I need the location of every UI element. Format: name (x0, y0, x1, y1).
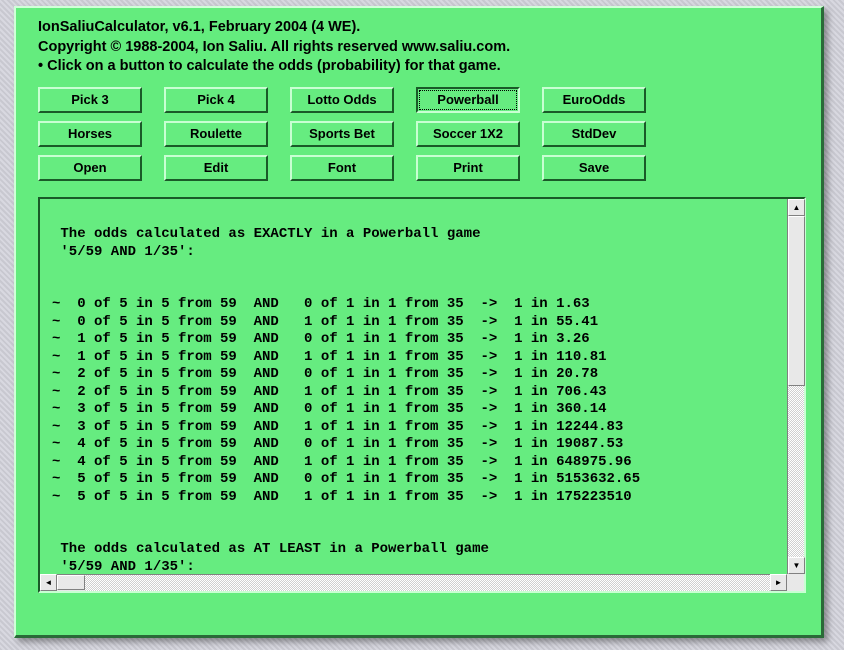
scroll-left-button[interactable]: ◄ (40, 574, 57, 591)
hscroll-thumb[interactable] (57, 575, 85, 590)
app-window: IonSaliuCalculator, v6.1, February 2004 … (14, 6, 824, 638)
lotto-odds-button[interactable]: Lotto Odds (290, 87, 394, 113)
scroll-corner (787, 574, 804, 591)
header-block: IonSaliuCalculator, v6.1, February 2004 … (38, 18, 803, 77)
button-row: Open Edit Font Print Save (38, 155, 803, 181)
header-line-3: • Click on a button to calculate the odd… (38, 57, 803, 77)
button-row: Pick 3 Pick 4 Lotto Odds Powerball EuroOdds (38, 87, 803, 113)
save-button[interactable]: Save (542, 155, 646, 181)
header-line-1: IonSaliuCalculator, v6.1, February 2004 … (38, 18, 803, 38)
button-grid: Pick 3 Pick 4 Lotto Odds Powerball EuroOdds H… (38, 87, 803, 181)
scroll-up-button[interactable]: ▲ (788, 199, 805, 216)
output-panel: The odds calculated as EXACTLY in a Powe… (38, 197, 806, 593)
euroodds-button[interactable]: EuroOdds (542, 87, 646, 113)
stddev-button[interactable]: StdDev (542, 121, 646, 147)
vscroll-thumb[interactable] (788, 216, 805, 386)
output-text: The odds calculated as EXACTLY in a Powe… (40, 199, 787, 574)
powerball-button[interactable]: Powerball (416, 87, 520, 113)
edit-button[interactable]: Edit (164, 155, 268, 181)
soccer-1x2-button[interactable]: Soccer 1X2 (416, 121, 520, 147)
horizontal-scrollbar[interactable]: ◄ ► (40, 574, 787, 591)
hscroll-track[interactable] (85, 575, 770, 591)
print-button[interactable]: Print (416, 155, 520, 181)
vertical-scrollbar[interactable]: ▲ ▼ (787, 199, 804, 574)
pick4-button[interactable]: Pick 4 (164, 87, 268, 113)
scroll-down-button[interactable]: ▼ (788, 557, 805, 574)
horses-button[interactable]: Horses (38, 121, 142, 147)
roulette-button[interactable]: Roulette (164, 121, 268, 147)
sports-bet-button[interactable]: Sports Bet (290, 121, 394, 147)
header-line-2: Copyright © 1988-2004, Ion Saliu. All ri… (38, 38, 803, 58)
scroll-right-button[interactable]: ► (770, 574, 787, 591)
button-row: Horses Roulette Sports Bet Soccer 1X2 StdDev (38, 121, 803, 147)
font-button[interactable]: Font (290, 155, 394, 181)
open-button[interactable]: Open (38, 155, 142, 181)
pick3-button[interactable]: Pick 3 (38, 87, 142, 113)
